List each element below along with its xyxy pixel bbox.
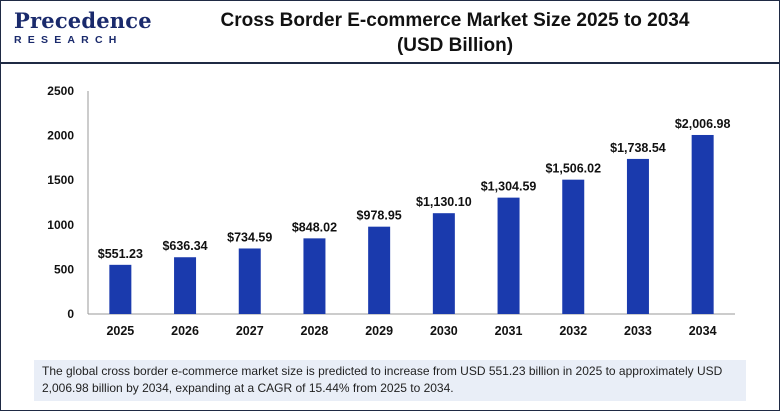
bar-2028 bbox=[303, 238, 326, 314]
x-tick-label-2025: 2025 bbox=[106, 324, 134, 338]
bar-2033 bbox=[626, 158, 649, 314]
data-label-2031: $1,304.59 bbox=[481, 180, 537, 194]
data-label-2032: $1,506.02 bbox=[545, 162, 601, 176]
data-label-2029: $978.95 bbox=[357, 209, 402, 223]
bar-2025 bbox=[109, 264, 132, 314]
bar-2026 bbox=[174, 257, 197, 314]
summary-note: The global cross border e-commerce marke… bbox=[34, 360, 746, 401]
y-tick-label: 500 bbox=[54, 262, 74, 276]
data-label-2034: $2,006.98 bbox=[675, 117, 731, 131]
data-label-2027: $734.59 bbox=[227, 230, 272, 244]
bar-2031 bbox=[497, 197, 520, 314]
bar-2027 bbox=[238, 248, 261, 314]
bar-2029 bbox=[368, 226, 391, 314]
data-label-2033: $1,738.54 bbox=[610, 141, 666, 155]
y-tick-label: 1500 bbox=[47, 173, 74, 187]
x-tick-label-2030: 2030 bbox=[430, 324, 458, 338]
x-tick-label-2031: 2031 bbox=[495, 324, 523, 338]
x-tick-label-2029: 2029 bbox=[365, 324, 393, 338]
logo-subtitle: RESEARCH bbox=[14, 34, 123, 46]
logo-wordmark: Precedence bbox=[14, 8, 152, 33]
chart-title-line1: Cross Border E-commerce Market Size 2025… bbox=[220, 10, 690, 31]
y-tick-label: 2000 bbox=[47, 129, 74, 143]
y-tick-label: 1000 bbox=[47, 218, 74, 232]
bar-chart: 0 500 1000 1500 2000 2500 $551.23 2025 $636.34 20… bbox=[47, 84, 735, 338]
precedence-research-logo: Precedence RESEARCH bbox=[14, 8, 152, 50]
chart-title: Cross Border E-commerce Market Size 2025… bbox=[170, 8, 740, 58]
data-label-2025: $551.23 bbox=[98, 247, 143, 261]
header: Precedence RESEARCH Cross Border E-comme… bbox=[0, 0, 780, 64]
x-tick-label-2027: 2027 bbox=[236, 324, 264, 338]
x-tick-label-2034: 2034 bbox=[689, 324, 717, 338]
x-tick-label-2028: 2028 bbox=[301, 324, 329, 338]
data-label-2030: $1,130.10 bbox=[416, 195, 472, 209]
bar-2034 bbox=[691, 134, 714, 314]
y-tick-label: 0 bbox=[67, 307, 74, 321]
x-tick-label-2033: 2033 bbox=[624, 324, 652, 338]
y-tick-label: 2500 bbox=[47, 84, 74, 98]
chart-title-line2: (USD Billion) bbox=[396, 35, 514, 56]
bar-2032 bbox=[562, 179, 585, 314]
x-tick-label-2026: 2026 bbox=[171, 324, 199, 338]
data-label-2026: $636.34 bbox=[162, 239, 207, 253]
x-tick-label-2032: 2032 bbox=[559, 324, 587, 338]
data-label-2028: $848.02 bbox=[292, 220, 337, 234]
bar-2030 bbox=[432, 213, 455, 314]
